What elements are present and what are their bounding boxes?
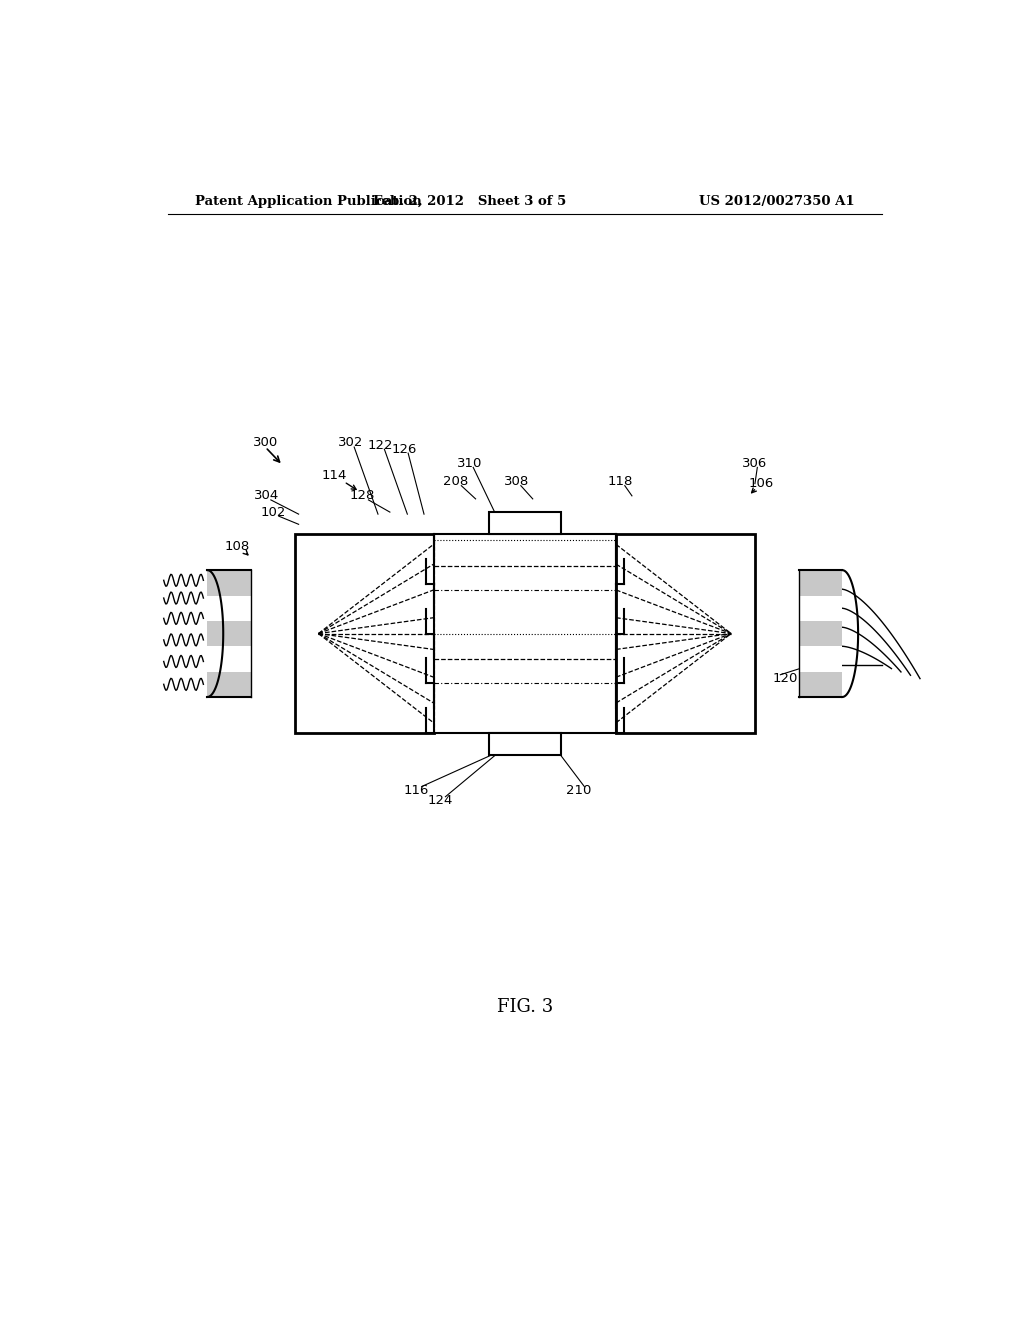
Text: 114: 114 — [322, 469, 347, 482]
Bar — [799, 620, 842, 647]
Bar — [799, 647, 842, 672]
Text: 124: 124 — [427, 795, 453, 808]
Text: 306: 306 — [742, 457, 768, 470]
Text: Feb. 2, 2012   Sheet 3 of 5: Feb. 2, 2012 Sheet 3 of 5 — [373, 194, 566, 207]
Text: 126: 126 — [391, 442, 417, 455]
Bar — [799, 570, 842, 595]
Bar — [207, 620, 251, 647]
Text: 108: 108 — [225, 540, 250, 553]
Text: 116: 116 — [403, 784, 429, 797]
Text: 122: 122 — [368, 438, 393, 451]
Text: 302: 302 — [338, 437, 362, 450]
Bar — [207, 570, 251, 595]
Text: 304: 304 — [254, 490, 280, 503]
Bar — [207, 672, 251, 697]
Bar — [433, 535, 616, 733]
Bar — [799, 672, 842, 697]
Text: 120: 120 — [772, 672, 798, 685]
Text: FIG. 3: FIG. 3 — [497, 998, 553, 1016]
Text: 308: 308 — [504, 475, 529, 488]
Bar — [207, 595, 251, 620]
Text: US 2012/0027350 A1: US 2012/0027350 A1 — [699, 194, 855, 207]
Text: Patent Application Publication: Patent Application Publication — [196, 194, 422, 207]
Text: 102: 102 — [260, 506, 286, 519]
Text: 210: 210 — [566, 784, 592, 797]
Text: 128: 128 — [349, 490, 375, 503]
Text: 106: 106 — [749, 477, 774, 490]
Bar — [489, 512, 560, 535]
Text: 300: 300 — [253, 437, 279, 450]
Bar — [489, 733, 560, 755]
Bar — [616, 535, 755, 733]
Text: 310: 310 — [457, 457, 482, 470]
Bar — [295, 535, 433, 733]
Bar — [207, 647, 251, 672]
Text: 118: 118 — [607, 475, 633, 488]
Bar — [799, 595, 842, 620]
Text: 208: 208 — [443, 475, 468, 488]
